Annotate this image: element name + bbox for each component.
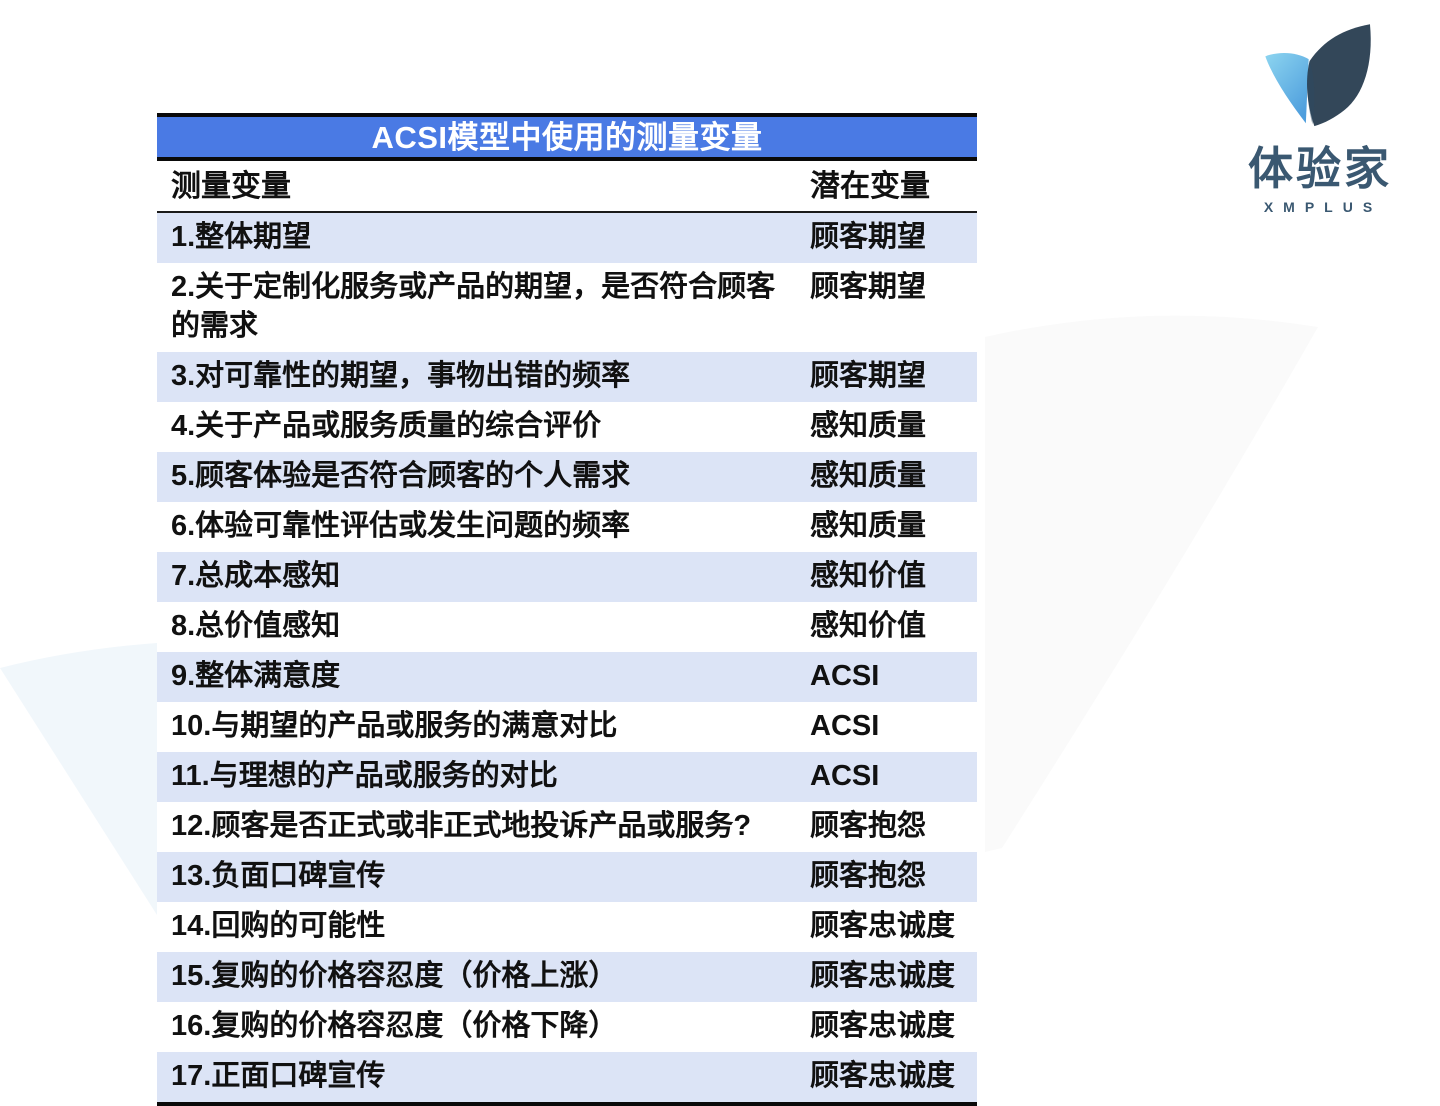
table-title: ACSI模型中使用的测量变量 bbox=[157, 113, 977, 161]
table-rows: 1.整体期望 顾客期望 2.关于定制化服务或产品的期望，是否符合顾客的需求 顾客… bbox=[157, 213, 977, 1106]
latent-cell: ACSI bbox=[810, 760, 880, 792]
table-row: 16.复购的价格容忍度（价格下降） 顾客忠诚度 bbox=[157, 1002, 977, 1052]
latent-cell: 顾客期望 bbox=[810, 271, 927, 303]
measurement-cell: 4.关于产品或服务质量的综合评价 bbox=[171, 410, 602, 442]
latent-cell: ACSI bbox=[810, 660, 880, 692]
table-row: 2.关于定制化服务或产品的期望，是否符合顾客的需求 顾客期望 bbox=[157, 263, 977, 352]
measurement-cell: 1.整体期望 bbox=[171, 221, 312, 253]
table-row: 10.与期望的产品或服务的满意对比 ACSI bbox=[157, 702, 977, 752]
latent-cell: 顾客期望 bbox=[810, 221, 927, 253]
measurement-cell: 15.复购的价格容忍度（价格上涨） bbox=[171, 960, 618, 992]
table-column-header: 测量变量 潜在变量 bbox=[157, 161, 977, 213]
table-row: 5.顾客体验是否符合顾客的个人需求 感知质量 bbox=[157, 452, 977, 502]
column-header-measurement: 测量变量 bbox=[171, 170, 291, 203]
latent-cell: 感知质量 bbox=[810, 410, 927, 442]
latent-cell: 顾客期望 bbox=[810, 360, 927, 392]
table-row: 15.复购的价格容忍度（价格上涨） 顾客忠诚度 bbox=[157, 952, 977, 1002]
measurement-cell: 14.回购的可能性 bbox=[171, 910, 386, 942]
measurement-cell: 3.对可靠性的期望，事物出错的频率 bbox=[171, 360, 631, 392]
measurement-cell: 12.顾客是否正式或非正式地投诉产品或服务? bbox=[171, 810, 752, 842]
latent-cell: 感知价值 bbox=[810, 610, 927, 642]
latent-cell: ACSI bbox=[810, 710, 880, 742]
acsi-table: ACSI模型中使用的测量变量 测量变量 潜在变量 1.整体期望 顾客期望 2.关… bbox=[157, 113, 977, 1106]
table-row: 4.关于产品或服务质量的综合评价 感知质量 bbox=[157, 402, 977, 452]
logo-subtitle: XMPLUS bbox=[1263, 199, 1383, 215]
table-row: 7.总成本感知 感知价值 bbox=[157, 552, 977, 602]
measurement-cell: 10.与期望的产品或服务的满意对比 bbox=[171, 710, 618, 742]
table-row: 12.顾客是否正式或非正式地投诉产品或服务? 顾客抱怨 bbox=[157, 802, 977, 852]
measurement-cell: 7.总成本感知 bbox=[171, 560, 341, 592]
measurement-cell: 8.总价值感知 bbox=[171, 610, 341, 642]
latent-cell: 感知质量 bbox=[810, 460, 927, 492]
measurement-cell: 13.负面口碑宣传 bbox=[171, 860, 386, 892]
measurement-cell: 16.复购的价格容忍度（价格下降） bbox=[171, 1010, 618, 1042]
table-row: 17.正面口碑宣传 顾客忠诚度 bbox=[157, 1052, 977, 1102]
table-row: 9.整体满意度 ACSI bbox=[157, 652, 977, 702]
measurement-cell: 6.体验可靠性评估或发生问题的频率 bbox=[171, 510, 631, 542]
measurement-cell: 5.顾客体验是否符合顾客的个人需求 bbox=[171, 460, 631, 492]
table-row: 13.负面口碑宣传 顾客抱怨 bbox=[157, 852, 977, 902]
table-row: 1.整体期望 顾客期望 bbox=[157, 213, 977, 263]
latent-cell: 顾客忠诚度 bbox=[810, 1010, 956, 1042]
latent-cell: 顾客忠诚度 bbox=[810, 910, 956, 942]
table-row: 3.对可靠性的期望，事物出错的频率 顾客期望 bbox=[157, 352, 977, 402]
table-row: 8.总价值感知 感知价值 bbox=[157, 602, 977, 652]
measurement-cell: 11.与理想的产品或服务的对比 bbox=[171, 760, 558, 792]
measurement-cell: 17.正面口碑宣传 bbox=[171, 1060, 386, 1092]
latent-cell: 顾客忠诚度 bbox=[810, 960, 956, 992]
measurement-cell: 9.整体满意度 bbox=[171, 660, 341, 692]
brand-logo: 体验家 XMPLUS bbox=[1234, 12, 1406, 215]
xmplus-logo-icon bbox=[1265, 24, 1371, 127]
column-header-latent: 潜在变量 bbox=[810, 170, 930, 203]
latent-cell: 顾客抱怨 bbox=[810, 810, 927, 842]
table-row: 11.与理想的产品或服务的对比 ACSI bbox=[157, 752, 977, 802]
watermark-right-wing bbox=[985, 315, 1318, 852]
logo-name: 体验家 bbox=[1247, 143, 1392, 194]
table-row: 14.回购的可能性 顾客忠诚度 bbox=[157, 902, 977, 952]
measurement-cell: 2.关于定制化服务或产品的期望，是否符合顾客的需求 bbox=[171, 271, 776, 342]
latent-cell: 顾客抱怨 bbox=[810, 860, 927, 892]
table-row: 6.体验可靠性评估或发生问题的频率 感知质量 bbox=[157, 502, 977, 552]
latent-cell: 感知质量 bbox=[810, 510, 927, 542]
latent-cell: 顾客忠诚度 bbox=[810, 1060, 956, 1092]
watermark-left-wing bbox=[0, 643, 157, 915]
latent-cell: 感知价值 bbox=[810, 560, 927, 592]
